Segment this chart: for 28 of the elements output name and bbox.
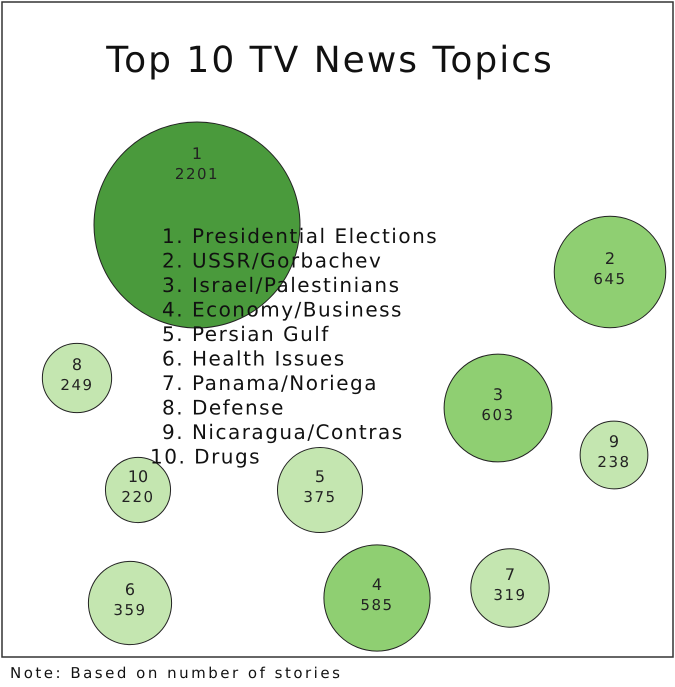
category-label: 3 bbox=[492, 385, 504, 404]
data-label: 645 bbox=[593, 270, 627, 288]
data-label: 375 bbox=[303, 488, 337, 506]
text: Top 10 TV News Topics bbox=[105, 40, 554, 81]
data-label: 359 bbox=[113, 601, 147, 619]
text: 10. Drugs bbox=[150, 444, 262, 468]
data-label: 220 bbox=[121, 488, 155, 506]
category-label: 10 bbox=[128, 467, 148, 486]
data-label: 585 bbox=[360, 596, 394, 614]
data-label: 249 bbox=[60, 376, 94, 394]
category-label: 1 bbox=[192, 144, 202, 163]
data-label: 319 bbox=[493, 586, 527, 604]
category-label: 6 bbox=[124, 580, 136, 599]
text: 7. Panama/Noriega bbox=[162, 371, 378, 395]
data-label: 238 bbox=[597, 453, 631, 471]
category-label: 4 bbox=[372, 575, 382, 594]
text: 5. Persian Gulf bbox=[162, 322, 330, 346]
category-label: 2 bbox=[604, 249, 616, 268]
category-label: 8 bbox=[72, 355, 82, 374]
text: Note: Based on number of stories bbox=[10, 664, 342, 682]
category-label: 5 bbox=[314, 467, 326, 486]
data-label: 603 bbox=[481, 406, 515, 424]
category-label: 7 bbox=[504, 565, 516, 584]
data-label: 2201 bbox=[174, 165, 220, 183]
text: 8. Defense bbox=[162, 396, 285, 420]
text: 6. Health Issues bbox=[162, 346, 346, 370]
text: 9. Nicaragua/Contras bbox=[162, 420, 404, 444]
category-label: 9 bbox=[608, 432, 620, 451]
